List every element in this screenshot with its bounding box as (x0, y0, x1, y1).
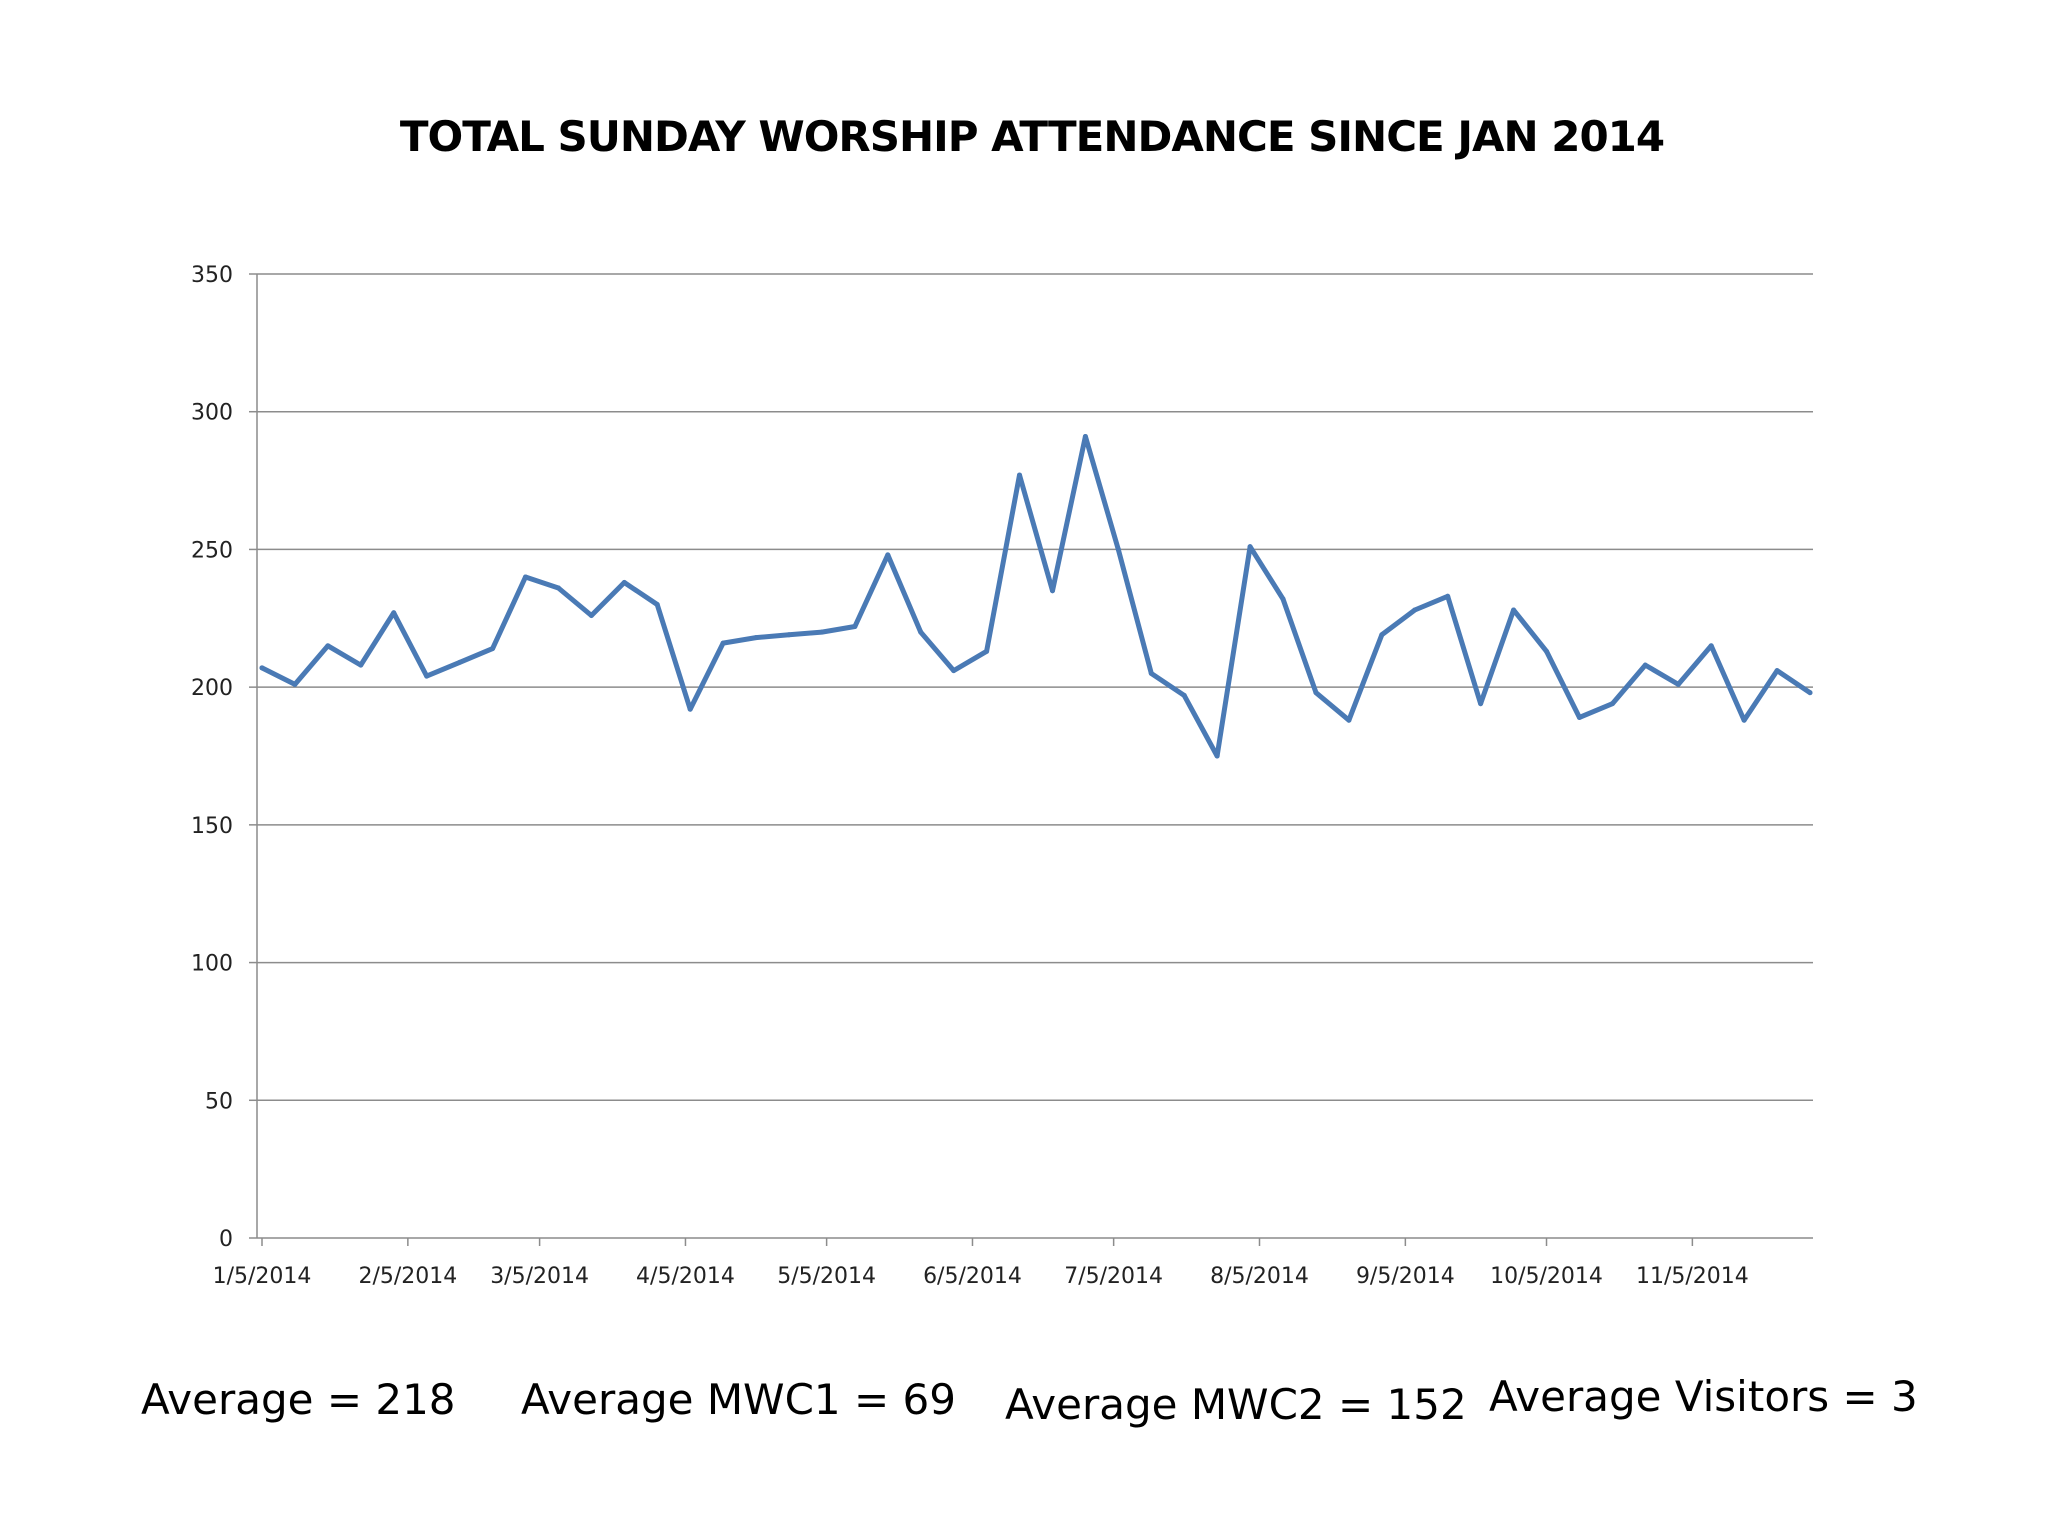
y-tick-label: 200 (191, 676, 233, 701)
data-point (852, 624, 858, 630)
data-point (259, 665, 265, 671)
data-point (424, 673, 430, 679)
data-point (1708, 643, 1714, 649)
data-point (1214, 753, 1220, 759)
data-point (555, 585, 561, 591)
data-point (457, 659, 463, 665)
data-point (292, 681, 298, 687)
data-point (1049, 588, 1055, 594)
y-tick-label: 150 (191, 814, 233, 839)
y-tick-label: 300 (191, 401, 233, 426)
axes (249, 273, 1813, 1246)
data-point (490, 646, 496, 652)
data-point (918, 629, 924, 635)
data-point (358, 662, 364, 668)
data-point (654, 602, 660, 608)
data-point (522, 574, 528, 580)
average-visitors: Average Visitors = 3 (1489, 1372, 1918, 1421)
x-tick-label: 5/5/2014 (777, 1264, 876, 1289)
data-point (1115, 546, 1121, 552)
y-tick-label: 50 (205, 1089, 233, 1114)
data-point (951, 668, 957, 674)
x-tick-label: 3/5/2014 (490, 1264, 589, 1289)
x-tick-label: 6/5/2014 (923, 1264, 1022, 1289)
data-point (1346, 717, 1352, 723)
data-point (1576, 714, 1582, 720)
data-point (1774, 668, 1780, 674)
data-point (687, 706, 693, 712)
data-point (391, 610, 397, 616)
data-point (1642, 662, 1648, 668)
data-point (1511, 607, 1517, 613)
data-point (1148, 670, 1154, 676)
data-point (1478, 701, 1484, 707)
data-point (1082, 434, 1088, 440)
y-tick-label: 250 (191, 538, 233, 563)
x-tick-label: 2/5/2014 (358, 1264, 457, 1289)
x-tick-label: 4/5/2014 (636, 1264, 735, 1289)
x-tick-label: 8/5/2014 (1210, 1264, 1309, 1289)
data-point (1807, 690, 1813, 696)
data-point (786, 632, 792, 638)
y-tick-labels: 0 50 100 150 200 250 300 350 (191, 263, 233, 1252)
y-tick-label: 100 (191, 952, 233, 977)
y-tick-label: 350 (191, 263, 233, 288)
data-point (819, 629, 825, 635)
data-point (1313, 690, 1319, 696)
series-layer (259, 434, 1813, 759)
data-point (1544, 648, 1550, 654)
data-point (1017, 472, 1023, 478)
x-tick-label: 10/5/2014 (1490, 1264, 1603, 1289)
y-tick-label: 0 (219, 1227, 233, 1252)
data-point (1247, 544, 1253, 550)
x-tick-label: 1/5/2014 (213, 1264, 312, 1289)
data-point (720, 640, 726, 646)
data-point (588, 613, 594, 619)
average-mwc1: Average MWC1 = 69 (521, 1375, 956, 1424)
data-point (753, 635, 759, 641)
data-point (1280, 596, 1286, 602)
data-point (885, 552, 891, 558)
data-point (1675, 681, 1681, 687)
data-point (1181, 692, 1187, 698)
data-point (984, 648, 990, 654)
x-tick-label: 9/5/2014 (1356, 1264, 1455, 1289)
average-total: Average = 218 (141, 1375, 456, 1424)
data-point (1412, 607, 1418, 613)
data-point (1379, 632, 1385, 638)
chart-title: TOTAL SUNDAY WORSHIP ATTENDANCE SINCE JA… (399, 112, 1665, 161)
gridlines (257, 273, 1813, 1102)
data-point (325, 643, 331, 649)
data-point (621, 579, 627, 585)
x-tick-labels: 1/5/2014 2/5/2014 3/5/2014 4/5/2014 5/5/2014… (213, 1264, 1749, 1289)
series-line-total-attendance (259, 434, 1813, 759)
x-tick-label: 11/5/2014 (1636, 1264, 1749, 1289)
average-mwc2: Average MWC2 = 152 (1005, 1380, 1467, 1429)
data-point (1741, 717, 1747, 723)
data-point (1445, 593, 1451, 599)
data-point (1609, 701, 1615, 707)
x-tick-label: 7/5/2014 (1064, 1264, 1163, 1289)
